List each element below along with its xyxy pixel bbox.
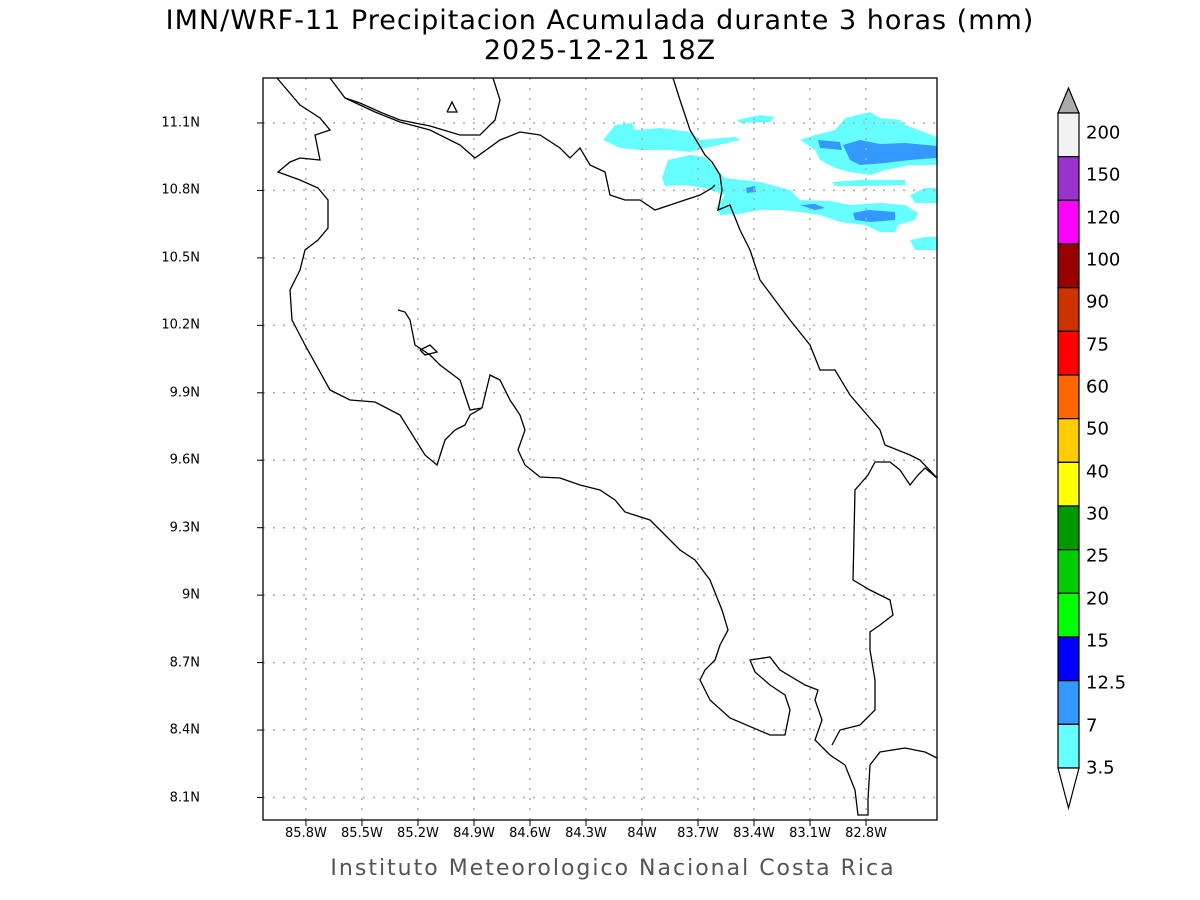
colorbar-segment [1057,418,1080,463]
colorbar-segment [1057,112,1080,158]
map-grid [263,78,937,820]
colorbar-segment [1057,374,1080,420]
precip-area-medium [818,140,842,150]
colorbar-segment [1057,287,1080,332]
colorbar-label: 3.5 [1086,757,1115,779]
colorbar-segment [1057,243,1080,289]
colorbar-segment [1057,680,1080,725]
lat-tick-label: 9.6N [169,452,200,468]
precip-area-light [737,115,775,123]
precip-area-light [832,180,905,186]
lon-tick-label: 85.5W [341,826,383,841]
pacific-coast-north [276,77,483,467]
lat-tick-label: 10.8N [161,182,200,198]
caribbean-coast [672,77,938,479]
lat-tick-label: 8.1N [169,790,200,805]
colorbar-label: 75 [1086,334,1109,356]
panama-border [831,461,938,746]
colorbar-label: 12.5 [1086,672,1127,694]
lat-tick-label: 9N [182,587,200,603]
lat-tick-label: 10.5N [161,250,200,266]
lake-nicaragua-shore [344,77,501,136]
colorbar-label: 150 [1086,164,1121,186]
colorbar-label: 20 [1086,588,1109,610]
lat-tick-label: 11.1N [161,115,200,131]
precip-area-light [910,237,937,250]
colorbar-segment [1057,461,1080,507]
precip-area-medium [853,210,895,222]
nicaragua-border-and-lake [329,77,716,211]
colorbar-segment [1057,330,1080,376]
precip-area-medium [746,186,756,193]
lat-tick-label: 9.3N [169,520,200,536]
colorbar-label: 25 [1086,545,1109,567]
lon-tick-label: 84W [627,826,657,841]
lon-tick-label: 84.3W [565,826,607,841]
colorbar-label: 60 [1086,376,1109,398]
colorbar-segment [1057,156,1080,201]
precip-area-light [910,188,937,203]
lon-tick-label: 84.9W [453,826,495,841]
precip-area-light [662,155,918,232]
gulf-of-nicoya-coast [397,309,483,411]
colorbar-label: 120 [1086,207,1121,229]
pacific-coast-south [481,374,938,816]
island [419,344,439,356]
lon-tick-label: 84.6W [509,826,551,841]
colorbar-label: 30 [1086,503,1109,525]
lat-tick-label: 10.2N [161,317,200,333]
colorbar [1057,86,1080,811]
colorbar-label: 200 [1086,122,1121,144]
lat-tick-label: 8.4N [169,722,200,738]
map-frame [262,77,938,821]
lat-tick-label: 8.7N [169,655,200,671]
colorbar-segment [1057,199,1080,245]
lon-tick-label: 85.2W [397,826,439,841]
colorbar-label: 90 [1086,291,1109,313]
chart-title: IMN/WRF-11 Precipitacion Acumulada duran… [165,5,1035,36]
precip-area-light [603,123,740,152]
lon-tick-label: 85.8W [285,826,327,841]
colorbar-segment [1057,592,1080,638]
colorbar-under-triangle [1057,767,1080,811]
colorbar-label: 40 [1086,461,1109,483]
lon-tick-label: 83.4W [733,826,775,841]
colorbar-label: 100 [1086,249,1121,271]
colorbar-label: 50 [1086,418,1109,440]
colorbar-over-triangle [1057,86,1080,114]
coastlines-and-borders [276,77,938,816]
lon-tick-label: 82.8W [845,826,887,841]
colorbar-segment [1057,505,1080,551]
colorbar-segment [1057,549,1080,594]
colorbar-segment [1057,723,1080,769]
chart-subtitle-datetime: 2025-12-21 18Z [483,35,717,66]
lat-tick-label: 9.9N [169,385,200,401]
axis-ticks [257,122,867,826]
colorbar-label: 15 [1086,630,1109,652]
credit-text: Instituto Meteorologico Nacional Costa R… [330,856,896,881]
lon-tick-label: 83.7W [677,826,719,841]
island-lake [446,100,459,113]
colorbar-label: 7 [1086,715,1098,737]
precip-area-medium [800,204,825,210]
precipitation-field [603,112,937,250]
colorbar-segment [1057,636,1080,682]
lon-tick-label: 83.1W [789,826,831,841]
